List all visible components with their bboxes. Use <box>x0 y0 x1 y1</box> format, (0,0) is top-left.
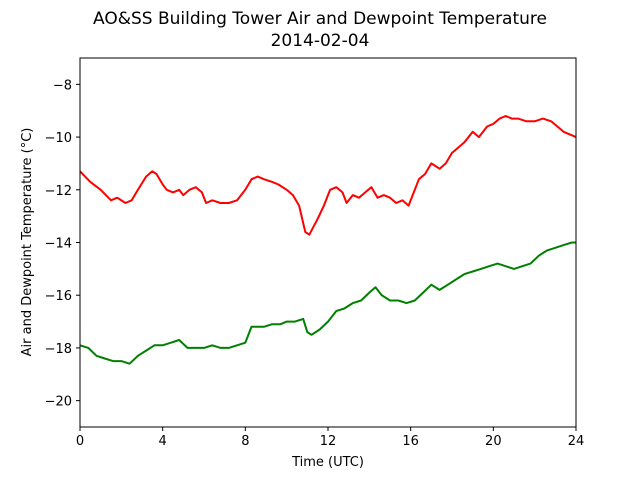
x-tick-label: 4 <box>159 434 167 449</box>
y-axis-label: Air and Dewpoint Temperature (°C) <box>20 128 35 357</box>
x-axis-label: Time (UTC) <box>291 455 364 470</box>
x-tick-label: 0 <box>76 434 84 449</box>
series-line-1 <box>79 241 576 365</box>
chart-subtitle: 2014-02-04 <box>271 31 370 51</box>
x-axis: 0 4 8 12 16 20 24 <box>76 427 584 449</box>
x-tick-label: 8 <box>241 434 249 449</box>
y-tick-label: −14 <box>45 237 72 252</box>
y-tick-label: −8 <box>53 78 72 93</box>
y-tick-label: −16 <box>45 289 72 304</box>
x-tick-label: 12 <box>320 434 337 449</box>
x-tick-label: 24 <box>568 434 585 449</box>
x-tick-label: 20 <box>485 434 502 449</box>
series-layer <box>79 115 577 365</box>
y-tick-label: −10 <box>45 131 72 146</box>
plot-frame <box>79 57 577 428</box>
y-tick-label: −20 <box>45 395 72 410</box>
series-line-0 <box>79 115 577 236</box>
y-axis: −20 −18 −16 −14 −12 −10 −8 <box>45 78 80 410</box>
chart-title: AO&SS Building Tower Air and Dewpoint Te… <box>93 9 547 29</box>
y-tick-label: −18 <box>45 342 72 357</box>
y-tick-label: −12 <box>45 184 72 199</box>
x-tick-label: 16 <box>402 434 419 449</box>
